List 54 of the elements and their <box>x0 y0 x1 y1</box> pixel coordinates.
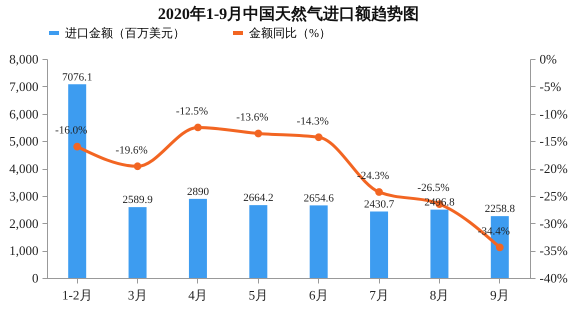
data-label: -26.5% <box>417 182 450 194</box>
point <box>254 130 262 138</box>
x-tick-label: 9月 <box>490 288 510 302</box>
bar <box>310 205 328 278</box>
x-tick-label: 7月 <box>369 288 389 302</box>
y2-tick-label: -5% <box>540 78 562 94</box>
bar <box>249 205 268 278</box>
bar <box>188 198 207 278</box>
y-tick-label: 8,000 <box>9 52 38 66</box>
data-label: 2654.6 <box>304 192 334 204</box>
data-label: 2890 <box>186 186 210 198</box>
y-tick-label: 5,000 <box>9 134 38 149</box>
y-tick-label: 3,000 <box>9 188 38 204</box>
data-label: 2430.7 <box>364 198 395 210</box>
x-tick-label: 5月 <box>248 288 268 302</box>
legend-label: 金额同比（%） <box>249 26 331 40</box>
x-tick-label: 3月 <box>128 288 148 302</box>
y2-tick-label: -10% <box>540 106 568 122</box>
data-label: 2589.9 <box>122 194 154 206</box>
y-tick-label: 4,000 <box>9 161 38 176</box>
chart-title: 2020年1-9月中国天然气进口额趋势图 <box>158 5 420 23</box>
x-tick-label: 8月 <box>430 288 450 302</box>
point <box>194 124 202 132</box>
y-tick-label: 7,000 <box>9 78 38 94</box>
point <box>314 133 323 142</box>
y2-tick-label: 0% <box>540 52 557 66</box>
point <box>134 162 142 170</box>
y2-tick-label: -25% <box>540 188 568 204</box>
y2-tick-label: -30% <box>540 216 568 231</box>
point <box>496 243 504 252</box>
data-label: -13.6% <box>236 111 268 124</box>
x-tick-label: 4月 <box>188 288 208 302</box>
point <box>375 188 383 196</box>
y-tick-label: 6,000 <box>9 106 38 122</box>
bar <box>430 210 448 278</box>
data-label: -14.3% <box>296 115 329 128</box>
y2-tick-label: -40% <box>540 270 568 286</box>
data-label: 2258.8 <box>484 203 516 216</box>
data-label: 7076.1 <box>62 71 92 84</box>
legend-label: 进口金额（百万美元） <box>65 26 185 40</box>
data-label: -19.6% <box>116 144 148 156</box>
data-label: 2664.2 <box>243 192 274 204</box>
y2-tick-label: -35% <box>540 243 568 258</box>
y2-tick-label: -20% <box>540 161 568 176</box>
y-tick-label: 1,000 <box>9 243 38 258</box>
data-label: -12.5% <box>176 105 208 118</box>
x-tick-label: 1-2月 <box>62 288 92 302</box>
y-tick-label: 2,000 <box>9 216 38 231</box>
bar <box>370 211 388 278</box>
point <box>73 142 82 150</box>
y2-tick-label: -15% <box>540 134 568 149</box>
y-tick-label: 0 <box>32 270 38 286</box>
bar <box>128 207 147 278</box>
x-tick-label: 6月 <box>308 288 328 302</box>
